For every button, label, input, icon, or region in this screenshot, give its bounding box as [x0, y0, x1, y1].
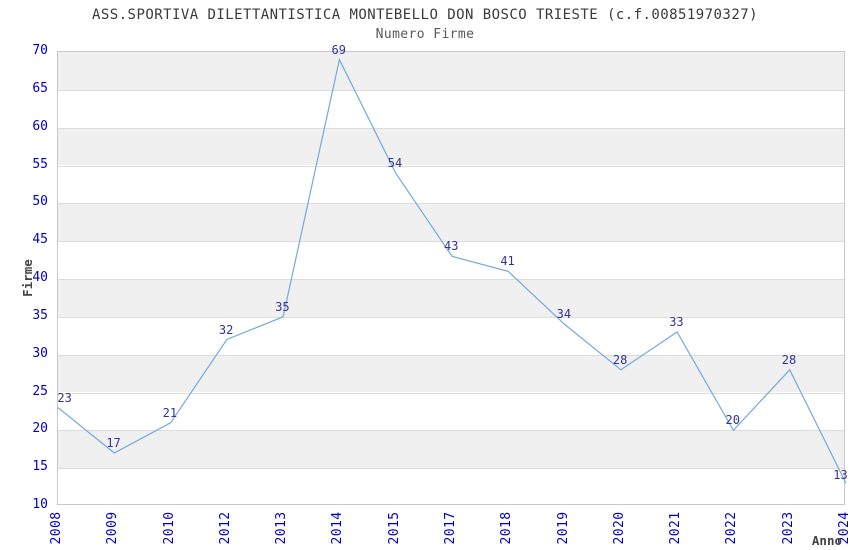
y-tick-label: 60 — [32, 118, 48, 134]
data-point-label: 69 — [331, 42, 346, 57]
plot-band — [58, 203, 844, 242]
y-tick-label: 70 — [32, 43, 48, 58]
y-tick-label: 10 — [32, 497, 48, 512]
x-tick-label: 2017 — [443, 511, 458, 545]
y-tick-label: 15 — [32, 459, 48, 475]
x-tick-label: 2008 — [49, 511, 64, 545]
y-tick-label: 20 — [32, 421, 48, 437]
x-tick-label: 2023 — [780, 511, 796, 545]
data-point-label: 13 — [833, 468, 848, 483]
gridline — [58, 279, 844, 280]
plot-area: 23 17 21 32 35 69 54 43 41 34 28 33 20 28 13 — [57, 43, 848, 505]
y-tick-label: 55 — [32, 156, 48, 172]
x-tick-label: 2013 — [274, 511, 290, 545]
data-point-label: 17 — [106, 436, 121, 451]
y-axis-title: Firme — [20, 259, 35, 297]
data-point-label: 28 — [781, 352, 797, 367]
plot-band — [58, 430, 844, 469]
x-tick-label: 2022 — [724, 511, 740, 545]
data-point-label: 34 — [556, 307, 572, 322]
gridline — [58, 355, 844, 356]
gridline — [58, 317, 844, 318]
data-point-label: 20 — [725, 413, 740, 428]
plot-band — [58, 127, 844, 166]
data-point-label: 23 — [57, 390, 72, 405]
x-tick-label: 2009 — [105, 511, 121, 545]
x-tick-label: 2015 — [386, 511, 402, 545]
y-tick-label: 30 — [32, 345, 48, 361]
y-tick-label: 45 — [32, 232, 48, 248]
data-point-label: 33 — [669, 315, 684, 330]
line-series — [58, 57, 846, 484]
plot-band — [58, 354, 844, 393]
gridline — [58, 128, 844, 129]
x-tick-label: 2021 — [668, 511, 684, 545]
x-tick-label: 2018 — [499, 511, 515, 545]
x-tick-label: 2010 — [161, 511, 177, 545]
y-tick-label: 35 — [32, 307, 48, 323]
y-tick-label: 25 — [32, 383, 48, 399]
gridline — [58, 90, 844, 91]
x-tick-label: 2014 — [330, 511, 346, 545]
gridline — [58, 430, 844, 431]
plot-band — [58, 279, 844, 317]
data-point-label: 21 — [162, 405, 178, 420]
y-tick-label: 65 — [32, 80, 48, 96]
data-point-label: 35 — [275, 300, 290, 315]
plot-band — [58, 52, 844, 90]
gridline — [58, 203, 844, 204]
data-point-label: 28 — [612, 352, 628, 367]
data-point-label: 32 — [218, 322, 234, 337]
chart-subtitle: Numero Firme — [375, 27, 475, 42]
gridline — [58, 393, 844, 394]
data-point-label: 41 — [500, 254, 515, 269]
gridline — [58, 468, 844, 469]
chart-title: ASS.SPORTIVA DILETTANTISTICA MONTEBELLO … — [92, 7, 758, 23]
x-tick-label: 2012 — [217, 511, 233, 545]
y-tick-label: 50 — [32, 194, 48, 210]
gridline — [58, 241, 844, 242]
y-tick-label: 40 — [32, 270, 48, 285]
gridline — [58, 166, 844, 167]
x-tick-label: 2019 — [555, 511, 571, 545]
data-point-label: 54 — [387, 156, 403, 171]
x-tick-label: 2020 — [611, 511, 627, 545]
x-axis-title: Anno — [811, 533, 842, 548]
data-point-label: 43 — [444, 239, 459, 254]
